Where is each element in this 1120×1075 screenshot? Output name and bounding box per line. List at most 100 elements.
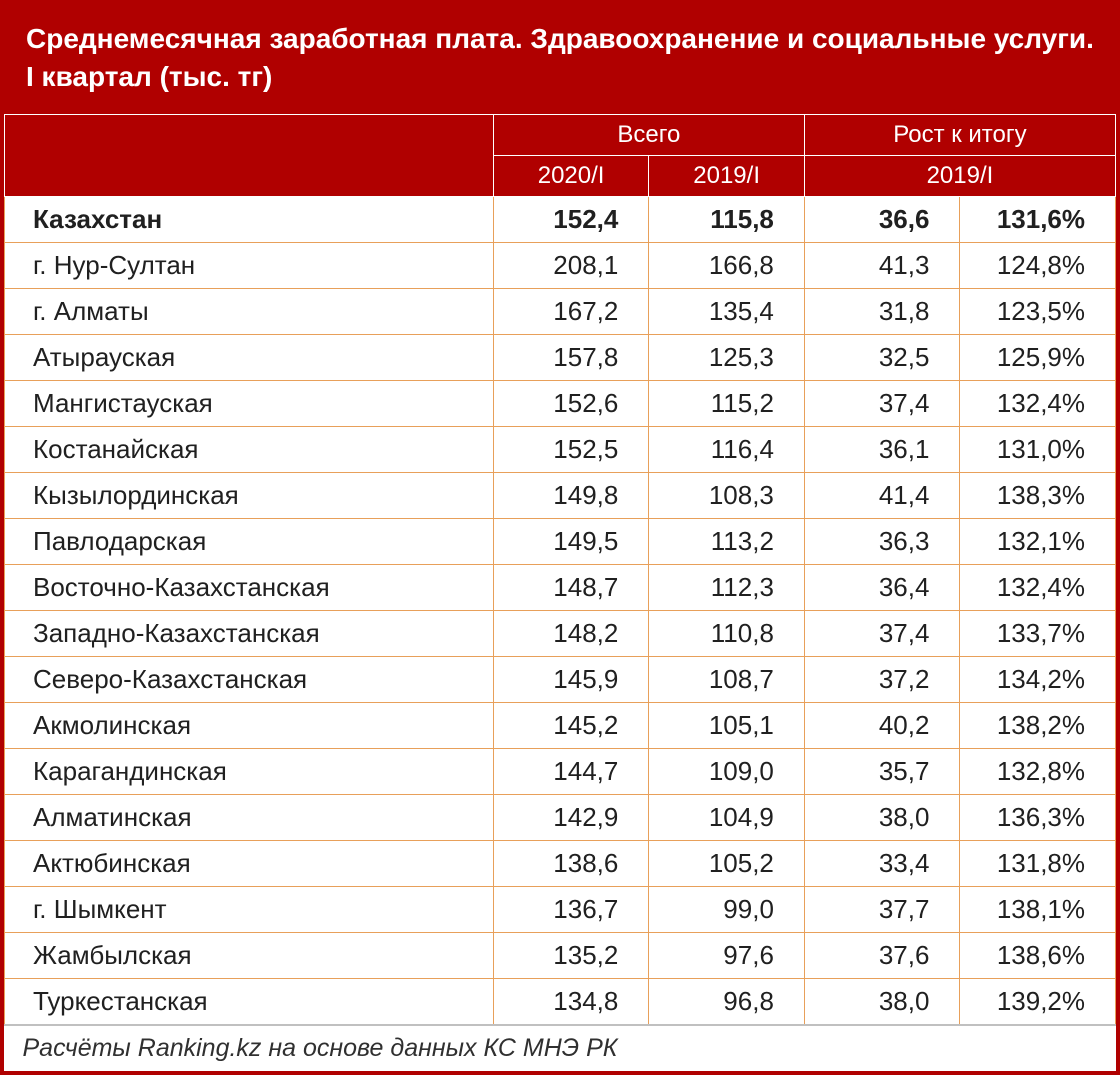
cell-2019: 125,3 — [649, 334, 805, 380]
cell-growth-pct: 132,1% — [960, 518, 1116, 564]
table-row: Северо-Казахстанская145,9108,737,2134,2% — [5, 656, 1116, 702]
cell-growth-abs: 40,2 — [804, 702, 960, 748]
cell-growth-abs: 36,4 — [804, 564, 960, 610]
cell-region: Туркестанская — [5, 978, 494, 1025]
cell-growth-pct: 131,6% — [960, 196, 1116, 242]
cell-growth-pct: 139,2% — [960, 978, 1116, 1025]
cell-2019: 135,4 — [649, 288, 805, 334]
table-row: Костанайская152,5116,436,1131,0% — [5, 426, 1116, 472]
cell-region: г. Шымкент — [5, 886, 494, 932]
cell-2020: 138,6 — [493, 840, 649, 886]
cell-growth-abs: 36,3 — [804, 518, 960, 564]
cell-growth-pct: 138,3% — [960, 472, 1116, 518]
cell-region: Восточно-Казахстанская — [5, 564, 494, 610]
cell-2019: 104,9 — [649, 794, 805, 840]
table-title: Среднемесячная заработная плата. Здравоо… — [4, 4, 1116, 114]
table-row: Казахстан152,4115,836,6131,6% — [5, 196, 1116, 242]
table-header: Всего Рост к итогу 2020/I 2019/I 2019/I — [5, 114, 1116, 196]
cell-region: Алматинская — [5, 794, 494, 840]
cell-2019: 115,2 — [649, 380, 805, 426]
salary-table-card: Среднемесячная заработная плата. Здравоо… — [0, 0, 1120, 1075]
cell-2019: 166,8 — [649, 242, 805, 288]
cell-2020: 152,6 — [493, 380, 649, 426]
cell-growth-pct: 133,7% — [960, 610, 1116, 656]
cell-region: Западно-Казахстанская — [5, 610, 494, 656]
cell-region: г. Алматы — [5, 288, 494, 334]
cell-region: Костанайская — [5, 426, 494, 472]
cell-growth-abs: 37,4 — [804, 380, 960, 426]
cell-region: Кызылординская — [5, 472, 494, 518]
table-row: Мангистауская152,6115,237,4132,4% — [5, 380, 1116, 426]
table-row: Западно-Казахстанская148,2110,837,4133,7… — [5, 610, 1116, 656]
table-row: г. Нур-Султан208,1166,841,3124,8% — [5, 242, 1116, 288]
table-row: г. Шымкент136,799,037,7138,1% — [5, 886, 1116, 932]
cell-2020: 157,8 — [493, 334, 649, 380]
table-row: Карагандинская144,7109,035,7132,8% — [5, 748, 1116, 794]
table-row: Жамбылская135,297,637,6138,6% — [5, 932, 1116, 978]
cell-growth-pct: 131,0% — [960, 426, 1116, 472]
cell-2020: 145,9 — [493, 656, 649, 702]
cell-2020: 152,4 — [493, 196, 649, 242]
cell-2019: 116,4 — [649, 426, 805, 472]
cell-region: Карагандинская — [5, 748, 494, 794]
cell-region: Акмолинская — [5, 702, 494, 748]
cell-2019: 97,6 — [649, 932, 805, 978]
cell-2020: 148,2 — [493, 610, 649, 656]
cell-2020: 142,9 — [493, 794, 649, 840]
cell-growth-pct: 132,8% — [960, 748, 1116, 794]
cell-2019: 112,3 — [649, 564, 805, 610]
cell-growth-pct: 138,1% — [960, 886, 1116, 932]
cell-2019: 108,7 — [649, 656, 805, 702]
cell-2020: 145,2 — [493, 702, 649, 748]
cell-region: Северо-Казахстанская — [5, 656, 494, 702]
cell-growth-abs: 38,0 — [804, 794, 960, 840]
cell-growth-abs: 37,4 — [804, 610, 960, 656]
cell-growth-abs: 37,2 — [804, 656, 960, 702]
table-row: Алматинская142,9104,938,0136,3% — [5, 794, 1116, 840]
cell-growth-pct: 138,2% — [960, 702, 1116, 748]
cell-growth-pct: 136,3% — [960, 794, 1116, 840]
cell-growth-pct: 123,5% — [960, 288, 1116, 334]
cell-growth-abs: 41,4 — [804, 472, 960, 518]
cell-growth-pct: 125,9% — [960, 334, 1116, 380]
cell-2020: 136,7 — [493, 886, 649, 932]
table-row: г. Алматы167,2135,431,8123,5% — [5, 288, 1116, 334]
cell-2020: 208,1 — [493, 242, 649, 288]
cell-2020: 134,8 — [493, 978, 649, 1025]
cell-growth-abs: 37,7 — [804, 886, 960, 932]
cell-growth-abs: 41,3 — [804, 242, 960, 288]
cell-2019: 105,2 — [649, 840, 805, 886]
table-row: Атырауская157,8125,332,5125,9% — [5, 334, 1116, 380]
cell-2019: 109,0 — [649, 748, 805, 794]
col-header-2019: 2019/I — [649, 155, 805, 196]
col-header-2020: 2020/I — [493, 155, 649, 196]
cell-region: Павлодарская — [5, 518, 494, 564]
cell-2020: 152,5 — [493, 426, 649, 472]
table-body: Казахстан152,4115,836,6131,6%г. Нур-Султ… — [5, 196, 1116, 1025]
cell-growth-pct: 132,4% — [960, 564, 1116, 610]
cell-growth-pct: 124,8% — [960, 242, 1116, 288]
cell-region: Казахстан — [5, 196, 494, 242]
cell-2020: 149,8 — [493, 472, 649, 518]
table-row: Актюбинская138,6105,233,4131,8% — [5, 840, 1116, 886]
table-row: Кызылординская149,8108,341,4138,3% — [5, 472, 1116, 518]
cell-2020: 135,2 — [493, 932, 649, 978]
table-row: Акмолинская145,2105,140,2138,2% — [5, 702, 1116, 748]
cell-2020: 149,5 — [493, 518, 649, 564]
cell-growth-abs: 33,4 — [804, 840, 960, 886]
cell-growth-pct: 132,4% — [960, 380, 1116, 426]
salary-table: Всего Рост к итогу 2020/I 2019/I 2019/I … — [4, 114, 1116, 1071]
cell-2019: 110,8 — [649, 610, 805, 656]
cell-region: Жамбылская — [5, 932, 494, 978]
cell-region: Атырауская — [5, 334, 494, 380]
table-row: Павлодарская149,5113,236,3132,1% — [5, 518, 1116, 564]
cell-2019: 115,8 — [649, 196, 805, 242]
cell-region: Мангистауская — [5, 380, 494, 426]
cell-growth-abs: 32,5 — [804, 334, 960, 380]
cell-2019: 105,1 — [649, 702, 805, 748]
cell-growth-pct: 138,6% — [960, 932, 1116, 978]
col-header-group-growth: Рост к итогу — [804, 114, 1115, 155]
cell-region: г. Нур-Султан — [5, 242, 494, 288]
cell-2020: 167,2 — [493, 288, 649, 334]
cell-2019: 108,3 — [649, 472, 805, 518]
